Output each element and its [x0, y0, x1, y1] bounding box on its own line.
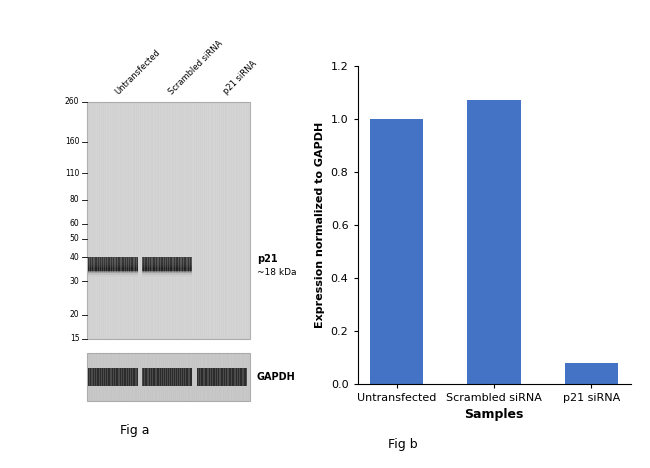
Bar	[565, 363, 618, 384]
Text: 50: 50	[70, 234, 79, 243]
Bar	[467, 100, 521, 384]
Bar	[142, 257, 192, 271]
Y-axis label: Expression normalized to GAPDH: Expression normalized to GAPDH	[315, 122, 325, 328]
Bar	[88, 262, 138, 265]
Bar	[142, 273, 192, 277]
Text: GAPDH: GAPDH	[257, 372, 296, 382]
Text: 160: 160	[65, 138, 79, 146]
Text: 15: 15	[70, 334, 79, 344]
Text: 80: 80	[70, 195, 79, 204]
Bar	[142, 267, 192, 270]
Bar	[142, 270, 192, 273]
Text: 40: 40	[70, 253, 79, 262]
Bar	[88, 265, 138, 269]
Bar	[142, 262, 192, 265]
Text: ~18 kDa: ~18 kDa	[257, 268, 296, 277]
Bar	[142, 263, 192, 267]
Bar	[86, 353, 250, 401]
Bar	[142, 271, 192, 275]
Bar	[142, 265, 192, 269]
Bar	[88, 268, 138, 272]
Bar	[88, 267, 138, 270]
Bar	[88, 270, 138, 273]
Bar	[370, 118, 423, 384]
Text: p21 siRNA: p21 siRNA	[222, 59, 259, 96]
Bar	[88, 263, 138, 267]
Text: 260: 260	[65, 97, 79, 106]
Bar	[197, 368, 247, 386]
Bar	[88, 257, 138, 271]
Text: 20: 20	[70, 310, 79, 319]
Bar	[142, 268, 192, 272]
Bar	[142, 368, 192, 386]
Bar	[88, 368, 138, 386]
Text: 110: 110	[65, 168, 79, 177]
Text: Untransfected: Untransfected	[113, 47, 162, 96]
Text: 60: 60	[70, 219, 79, 228]
Text: Fig a: Fig a	[120, 424, 150, 437]
Bar	[88, 271, 138, 275]
Text: Fig b: Fig b	[388, 438, 418, 451]
X-axis label: Samples: Samples	[464, 409, 524, 421]
Text: Scrambled siRNA: Scrambled siRNA	[167, 38, 225, 96]
Bar	[88, 273, 138, 277]
Text: p21: p21	[257, 254, 278, 263]
Text: 30: 30	[70, 277, 79, 285]
Bar	[86, 102, 250, 339]
